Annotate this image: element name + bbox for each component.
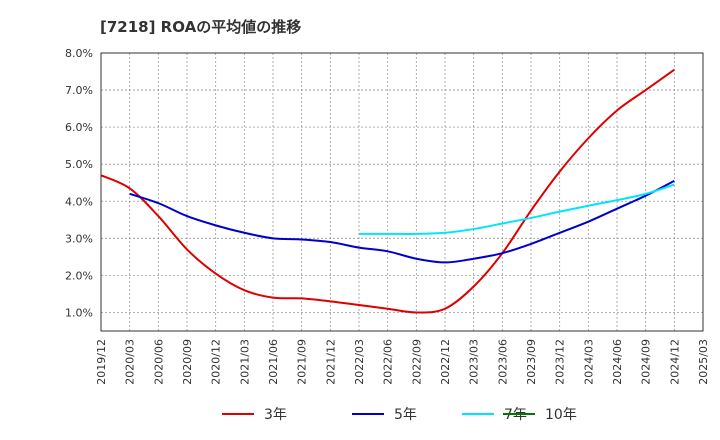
- x-tick-label: 2021/09: [296, 339, 309, 385]
- x-tick-label: 2020/03: [124, 339, 137, 385]
- plot-area: [100, 52, 704, 332]
- x-tick-label: 2024/12: [668, 339, 681, 385]
- x-tick-label: 2024/09: [640, 339, 653, 385]
- series-line-0: [100, 68, 675, 314]
- x-tick-label: 2022/03: [353, 339, 366, 385]
- x-axis: 2019/12 2020/03 2020/06 2020/09 2020/12 2021/…: [95, 339, 710, 385]
- y-tick-label: 8.0%: [65, 47, 93, 60]
- x-tick-label: 2020/12: [210, 339, 223, 385]
- y-tick-label: 1.0%: [65, 306, 93, 319]
- x-tick-label: 2021/03: [238, 339, 251, 385]
- y-tick-label: 4.0%: [65, 195, 93, 208]
- legend: 3年5年7年10年: [222, 407, 577, 423]
- x-tick-label: 2021/12: [324, 339, 337, 385]
- y-tick-label: 3.0%: [65, 232, 93, 245]
- y-tick-label: 5.0%: [65, 158, 93, 171]
- x-tick-label: 2019/12: [95, 339, 108, 385]
- y-axis: 1.0% 2.0% 3.0% 4.0% 5.0% 6.0% 7.0% 8.0%: [65, 47, 93, 319]
- y-tick-label: 2.0%: [65, 269, 93, 282]
- x-tick-label: 2023/12: [554, 339, 567, 385]
- x-tick-label: 2023/03: [468, 339, 481, 385]
- legend-label-0: 3年: [264, 407, 287, 423]
- y-tick-label: 7.0%: [65, 84, 93, 97]
- y-tick-label: 6.0%: [65, 121, 93, 134]
- series-lines: [100, 68, 675, 314]
- x-tick-label: 2022/06: [382, 339, 395, 385]
- x-tick-label: 2022/09: [410, 339, 423, 385]
- chart-title: [7218] ROAの平均値の推移: [100, 18, 302, 36]
- legend-label-1: 5年: [394, 407, 417, 423]
- series-line-2: [359, 183, 675, 235]
- x-tick-label: 2021/06: [267, 339, 280, 385]
- x-tick-label: 2020/06: [152, 339, 165, 385]
- series-line-1: [129, 179, 675, 264]
- x-tick-label: 2022/12: [439, 339, 452, 385]
- x-tick-label: 2025/03: [697, 339, 710, 385]
- x-tick-label: 2024/06: [611, 339, 624, 385]
- x-tick-label: 2023/06: [496, 339, 509, 385]
- legend-label-3: 10年: [545, 407, 577, 423]
- x-tick-label: 2020/09: [181, 339, 194, 385]
- grid-lines: [101, 52, 703, 331]
- x-tick-label: 2024/03: [582, 339, 595, 385]
- x-tick-label: 2023/09: [525, 339, 538, 385]
